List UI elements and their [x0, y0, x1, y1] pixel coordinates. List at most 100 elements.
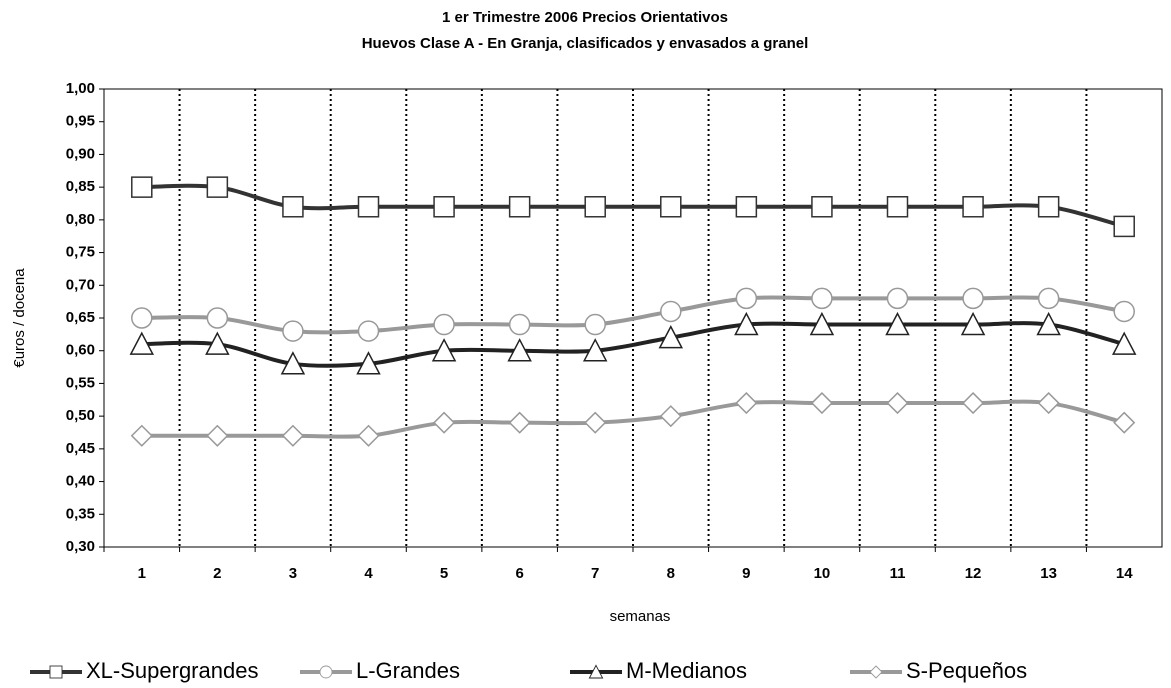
x-tick-label: 12	[965, 565, 982, 582]
legend-label: L-Grandes	[356, 658, 460, 683]
x-tick-label: 2	[213, 565, 221, 582]
marker	[49, 665, 63, 679]
y-tick-label: 0,55	[66, 374, 95, 391]
marker	[1113, 411, 1136, 434]
y-tick-label: 0,60	[66, 342, 95, 359]
marker	[1113, 215, 1135, 238]
marker	[584, 411, 607, 434]
x-axis-label: semanas	[610, 608, 671, 625]
marker	[1037, 391, 1060, 415]
x-tick-label: 1	[138, 565, 146, 582]
x-tick-label: 3	[289, 565, 297, 582]
y-tick-label: 0,70	[66, 276, 95, 293]
y-tick-label: 0,95	[66, 113, 95, 130]
legend-item: XL-Supergrandes	[30, 658, 258, 683]
marker	[659, 405, 682, 428]
y-tick-label: 0,65	[66, 309, 95, 326]
marker	[1037, 287, 1060, 310]
marker	[131, 307, 153, 329]
marker	[357, 424, 380, 447]
y-axis-label: €uros / docena	[11, 268, 28, 368]
y-tick-label: 0,35	[66, 505, 95, 522]
marker	[433, 313, 455, 336]
marker	[962, 391, 985, 415]
marker	[660, 300, 682, 323]
y-tick-label: 1,00	[66, 80, 95, 97]
marker	[357, 320, 380, 342]
marker	[508, 196, 531, 218]
y-tick-label: 0,30	[66, 538, 95, 555]
marker	[282, 320, 304, 342]
y-tick-label: 0,80	[66, 211, 95, 228]
legend-item: S-Pequeños	[850, 658, 1027, 683]
marker	[206, 176, 229, 198]
marker	[205, 331, 230, 355]
marker	[734, 311, 759, 336]
marker	[356, 351, 381, 375]
marker	[131, 176, 153, 198]
marker	[735, 391, 758, 415]
marker	[357, 196, 380, 218]
legend-label: XL-Supergrandes	[86, 658, 258, 683]
marker	[886, 391, 909, 415]
marker	[811, 196, 833, 218]
chart-title: 1 er Trimestre 2006 Precios Orientativos	[442, 9, 728, 26]
legend-item: M-Medianos	[570, 658, 747, 683]
marker	[588, 664, 604, 679]
marker	[129, 331, 155, 355]
marker	[809, 311, 835, 336]
y-tick-label: 0,50	[66, 407, 95, 424]
marker	[1113, 300, 1135, 323]
x-tick-label: 4	[364, 565, 373, 582]
marker	[810, 391, 833, 415]
x-tick-label: 7	[591, 565, 599, 582]
legend-item: L-Grandes	[300, 658, 460, 683]
marker	[282, 196, 304, 218]
marker	[206, 424, 229, 447]
chart-subtitle: Huevos Clase A - En Granja, clasificados…	[362, 35, 809, 52]
x-tick-label: 14	[1116, 565, 1133, 582]
marker	[660, 196, 682, 218]
marker	[584, 313, 606, 336]
y-tick-label: 0,40	[66, 473, 95, 490]
marker	[886, 196, 909, 218]
marker	[508, 313, 531, 336]
marker	[206, 307, 229, 329]
marker	[962, 196, 984, 218]
y-tick-label: 0,85	[66, 178, 95, 195]
marker	[658, 325, 684, 349]
marker	[1111, 331, 1137, 355]
x-tick-label: 11	[890, 565, 906, 582]
marker	[735, 287, 758, 310]
marker	[960, 311, 986, 336]
marker	[433, 411, 456, 434]
x-tick-label: 13	[1040, 565, 1057, 582]
x-tick-label: 10	[814, 565, 831, 582]
marker	[433, 196, 455, 218]
marker	[431, 338, 457, 362]
x-tick-label: 6	[515, 565, 523, 582]
marker	[1037, 196, 1060, 218]
marker	[281, 424, 304, 447]
marker	[886, 287, 909, 310]
legend-label: S-Pequeños	[906, 658, 1027, 683]
marker	[1036, 311, 1061, 336]
marker	[811, 287, 833, 310]
y-tick-label: 0,75	[66, 244, 95, 261]
marker	[507, 338, 532, 362]
marker	[280, 351, 306, 375]
marker	[869, 665, 883, 679]
marker	[885, 311, 910, 336]
marker	[584, 196, 606, 218]
y-tick-label: 0,45	[66, 440, 95, 457]
marker	[130, 424, 153, 447]
y-tick-label: 0,90	[66, 145, 95, 162]
x-tick-label: 5	[440, 565, 448, 582]
marker	[962, 287, 984, 310]
marker	[319, 665, 333, 679]
marker	[508, 411, 531, 434]
marker	[735, 196, 758, 218]
x-tick-label: 9	[742, 565, 750, 582]
marker	[582, 338, 608, 362]
